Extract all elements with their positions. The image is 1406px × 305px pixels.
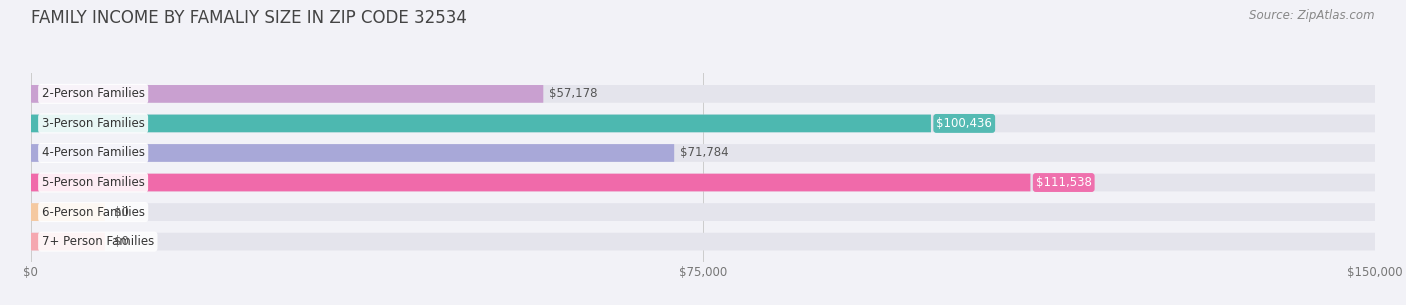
- FancyBboxPatch shape: [31, 174, 1375, 192]
- Text: $71,784: $71,784: [679, 146, 728, 160]
- Text: 2-Person Families: 2-Person Families: [42, 88, 145, 100]
- Text: $100,436: $100,436: [936, 117, 993, 130]
- FancyBboxPatch shape: [31, 233, 1375, 250]
- FancyBboxPatch shape: [31, 144, 675, 162]
- FancyBboxPatch shape: [31, 233, 105, 250]
- Text: $57,178: $57,178: [548, 88, 598, 100]
- FancyBboxPatch shape: [31, 203, 105, 221]
- Text: 4-Person Families: 4-Person Families: [42, 146, 145, 160]
- Text: $111,538: $111,538: [1036, 176, 1091, 189]
- Text: $0: $0: [114, 235, 129, 248]
- FancyBboxPatch shape: [31, 203, 1375, 221]
- Text: 3-Person Families: 3-Person Families: [42, 117, 145, 130]
- FancyBboxPatch shape: [31, 85, 543, 103]
- Text: 7+ Person Families: 7+ Person Families: [42, 235, 153, 248]
- FancyBboxPatch shape: [31, 144, 1375, 162]
- FancyBboxPatch shape: [31, 85, 1375, 103]
- FancyBboxPatch shape: [31, 115, 1375, 132]
- Text: 5-Person Families: 5-Person Families: [42, 176, 145, 189]
- FancyBboxPatch shape: [31, 174, 1031, 192]
- Text: 6-Person Families: 6-Person Families: [42, 206, 145, 219]
- Text: Source: ZipAtlas.com: Source: ZipAtlas.com: [1250, 9, 1375, 22]
- Text: FAMILY INCOME BY FAMALIY SIZE IN ZIP CODE 32534: FAMILY INCOME BY FAMALIY SIZE IN ZIP COD…: [31, 9, 467, 27]
- FancyBboxPatch shape: [31, 115, 931, 132]
- Text: $0: $0: [114, 206, 129, 219]
